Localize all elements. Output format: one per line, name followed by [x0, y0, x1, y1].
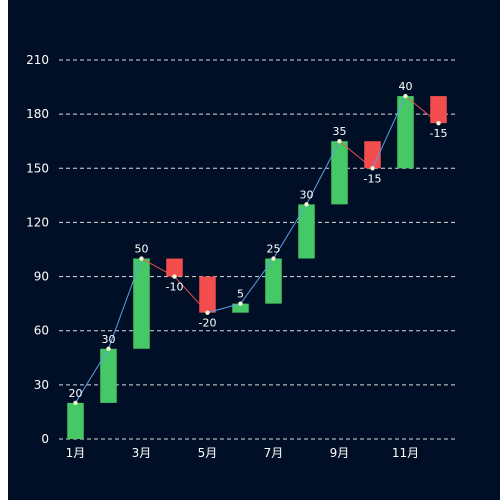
- point-marker: [205, 310, 210, 315]
- connector-line: [405, 95, 439, 124]
- point-marker: [172, 274, 177, 279]
- connector-lines: [75, 95, 439, 404]
- data-label: -15: [430, 127, 448, 140]
- increase-bar: [133, 258, 150, 349]
- x-tick-label: 9月: [330, 446, 350, 460]
- data-label: -20: [199, 317, 217, 330]
- data-label: 25: [267, 243, 281, 256]
- point-marker: [139, 256, 144, 261]
- data-label: 35: [333, 125, 347, 138]
- data-labels: 20 30 50 -10 -20 5 25 30 35 -15 40 -15: [69, 80, 448, 400]
- x-axis: 1月 3月 5月 7月 9月 11月: [66, 446, 419, 460]
- data-label: 50: [135, 243, 149, 256]
- x-tick-label: 3月: [132, 446, 152, 460]
- decrease-bar: [166, 258, 183, 277]
- y-tick-label: 30: [34, 378, 49, 392]
- y-tick-label: 150: [26, 161, 49, 175]
- point-marker: [370, 166, 375, 171]
- point-marker: [106, 346, 111, 351]
- decrease-bar: [364, 141, 381, 169]
- increase-bar: [100, 348, 117, 403]
- connector-line: [306, 140, 340, 205]
- data-label: 30: [102, 333, 116, 346]
- data-label: -10: [166, 281, 184, 294]
- increase-bar: [265, 258, 282, 304]
- connector-line: [141, 258, 175, 278]
- point-marker: [73, 400, 78, 406]
- y-tick-label: 180: [26, 107, 49, 121]
- increase-bar: [232, 303, 249, 313]
- x-tick-label: 1月: [66, 446, 86, 460]
- data-label: -15: [364, 172, 382, 185]
- connector-line: [240, 258, 274, 304]
- data-label: 30: [300, 188, 314, 201]
- y-axis: 0 30 60 90 120 150 180 210: [26, 53, 49, 446]
- x-tick-label: 5月: [198, 446, 218, 460]
- increase-bar: [331, 141, 348, 205]
- point-marker: [271, 256, 276, 261]
- point-marker: [436, 120, 441, 126]
- connector-line: [372, 95, 406, 169]
- bars: [67, 96, 447, 439]
- connector-line: [108, 258, 142, 349]
- y-tick-label: 210: [26, 53, 49, 67]
- point-marker: [403, 93, 408, 99]
- increase-bar: [397, 96, 414, 169]
- grid-lines: [59, 59, 455, 440]
- increase-bar: [67, 402, 84, 439]
- y-tick-label: 60: [34, 324, 49, 338]
- x-tick-label: 7月: [264, 446, 284, 460]
- data-label: 40: [399, 80, 413, 93]
- connector-line: [339, 140, 373, 169]
- point-marker: [304, 202, 309, 207]
- point-markers: [73, 93, 441, 406]
- connector-line: [273, 204, 307, 259]
- decrease-bar: [430, 96, 447, 124]
- increase-bar: [298, 204, 315, 259]
- connector-line: [75, 348, 109, 404]
- connector-line: [174, 276, 208, 314]
- point-marker: [238, 301, 243, 306]
- data-label: 5: [237, 288, 244, 301]
- decrease-bar: [199, 276, 216, 313]
- connector-line: [207, 303, 241, 314]
- point-marker: [337, 139, 342, 144]
- y-tick-label: 120: [26, 215, 49, 229]
- y-tick-label: 0: [41, 432, 49, 446]
- x-tick-label: 11月: [392, 446, 419, 460]
- chart-background: [8, 0, 500, 500]
- y-tick-label: 90: [34, 270, 49, 284]
- chart-panel: 0 30 60 90 120 150 180 210 1月 3月 5月 7月 9月 11月 20 30 50…: [8, 0, 500, 500]
- data-label: 20: [69, 387, 83, 400]
